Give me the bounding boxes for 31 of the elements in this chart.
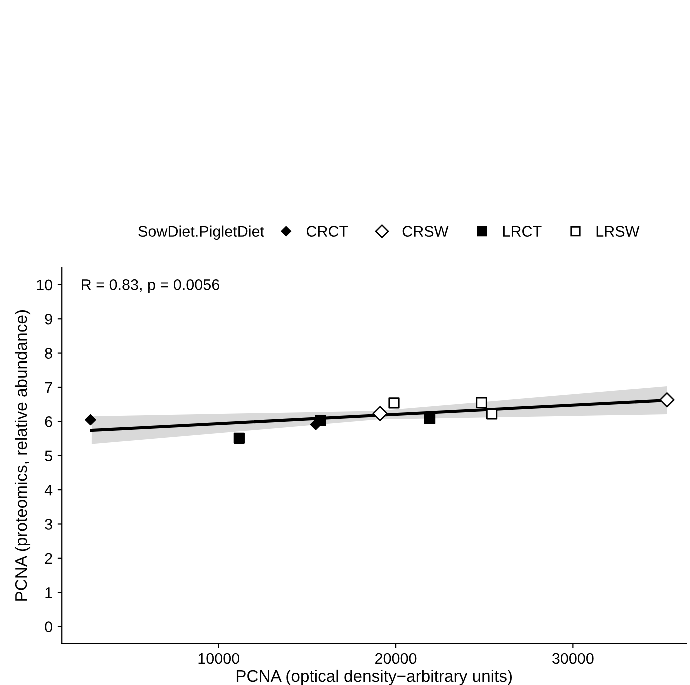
- legend-label: CRCT: [306, 226, 348, 237]
- y-axis-title: PCNA (proteomics, relative abundance): [14, 310, 31, 601]
- point: [315, 415, 326, 426]
- legend-label: CRSW: [402, 226, 449, 237]
- y-tick-label: 8: [45, 348, 52, 359]
- y-tick-label: 2: [45, 553, 52, 564]
- y-tick-label: 0: [45, 622, 52, 632]
- x-tick-label: 10000: [198, 653, 240, 664]
- y-tick-label: 5: [45, 450, 52, 462]
- point: [486, 408, 498, 420]
- point: [372, 406, 388, 422]
- y-tick-label: 9: [45, 314, 52, 325]
- y-tick-label: 1: [46, 588, 52, 598]
- point: [660, 392, 675, 408]
- y-tick-label: 4: [44, 485, 53, 496]
- annotation: R = 0.83, p = 0.0056: [82, 280, 220, 294]
- point: [85, 414, 96, 426]
- x-tick-label: 30000: [552, 653, 594, 664]
- point: [234, 432, 245, 444]
- point: [424, 413, 436, 424]
- x-tick-label: 20000: [376, 653, 417, 664]
- legend-label: LRCT: [503, 226, 542, 237]
- y-tick-label: 6: [45, 416, 52, 428]
- legend-label: LRSW: [596, 226, 640, 237]
- y-tick-label: 3: [45, 519, 52, 530]
- y-tick-label: 7: [45, 382, 52, 394]
- point: [476, 397, 488, 408]
- x-axis-title: PCNA (optical density−arbitrary units): [236, 670, 512, 685]
- legend-title: SowDiet.PigletDiet: [138, 226, 264, 240]
- point: [388, 398, 400, 409]
- y-tick-label: 10: [37, 280, 52, 291]
